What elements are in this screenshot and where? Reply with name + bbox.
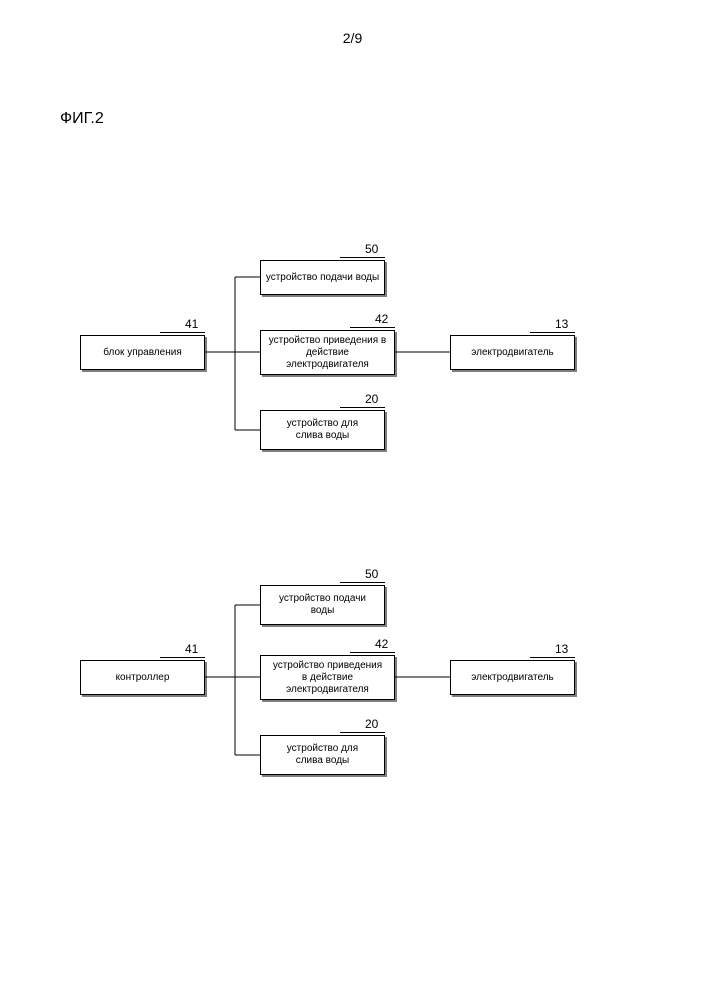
- node-ref-water_drain: 20: [365, 392, 378, 406]
- node-lead-motor: [530, 332, 575, 333]
- node-water_supply: устройство подачи воды: [260, 585, 385, 625]
- node-lead-water_supply: [340, 582, 385, 583]
- node-water_supply: устройство подачи воды: [260, 260, 385, 295]
- node-ref-water_supply: 50: [365, 567, 378, 581]
- node-lead-controller: [160, 332, 205, 333]
- node-lead-motor: [530, 657, 575, 658]
- node-water_drain: устройство для слива воды: [260, 410, 385, 450]
- node-ref-water_drain: 20: [365, 717, 378, 731]
- node-lead-water_supply: [340, 257, 385, 258]
- node-motor_drive: устройство приведения в действие электро…: [260, 330, 395, 375]
- node-ref-water_supply: 50: [365, 242, 378, 256]
- node-ref-controller: 41: [185, 642, 198, 656]
- node-controller: контроллер: [80, 660, 205, 695]
- figure-title: ФИГ.2: [60, 110, 104, 128]
- node-motor: электродвигатель: [450, 660, 575, 695]
- node-ref-motor_drive: 42: [375, 637, 388, 651]
- node-ref-motor: 13: [555, 642, 568, 656]
- node-motor_drive: устройство приведения в действие электро…: [260, 655, 395, 700]
- node-lead-water_drain: [340, 732, 385, 733]
- node-lead-controller: [160, 657, 205, 658]
- diagram-1: блок управления 41 устройство подачи воды 5…: [0, 230, 705, 490]
- node-lead-motor_drive: [350, 652, 395, 653]
- node-ref-motor: 13: [555, 317, 568, 331]
- page-number: 2/9: [343, 30, 362, 46]
- node-controller: блок управления: [80, 335, 205, 370]
- node-water_drain: устройство для слива воды: [260, 735, 385, 775]
- node-lead-water_drain: [340, 407, 385, 408]
- node-lead-motor_drive: [350, 327, 395, 328]
- node-ref-controller: 41: [185, 317, 198, 331]
- diagram-2: контроллер 41 устройство подачи воды 50 устр…: [0, 555, 705, 815]
- node-motor: электродвигатель: [450, 335, 575, 370]
- node-ref-motor_drive: 42: [375, 312, 388, 326]
